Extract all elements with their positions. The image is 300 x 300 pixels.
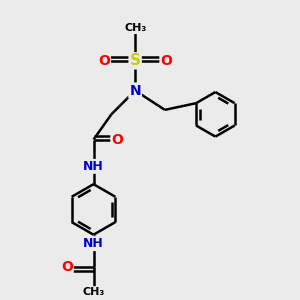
- Text: O: O: [160, 54, 172, 68]
- Text: S: S: [130, 53, 141, 68]
- Text: O: O: [61, 260, 73, 274]
- Text: CH₃: CH₃: [82, 287, 105, 297]
- Text: N: N: [129, 84, 141, 98]
- Text: NH: NH: [83, 160, 104, 173]
- Text: O: O: [98, 54, 110, 68]
- Text: NH: NH: [83, 237, 104, 250]
- Text: CH₃: CH₃: [124, 23, 146, 33]
- Text: O: O: [111, 133, 123, 147]
